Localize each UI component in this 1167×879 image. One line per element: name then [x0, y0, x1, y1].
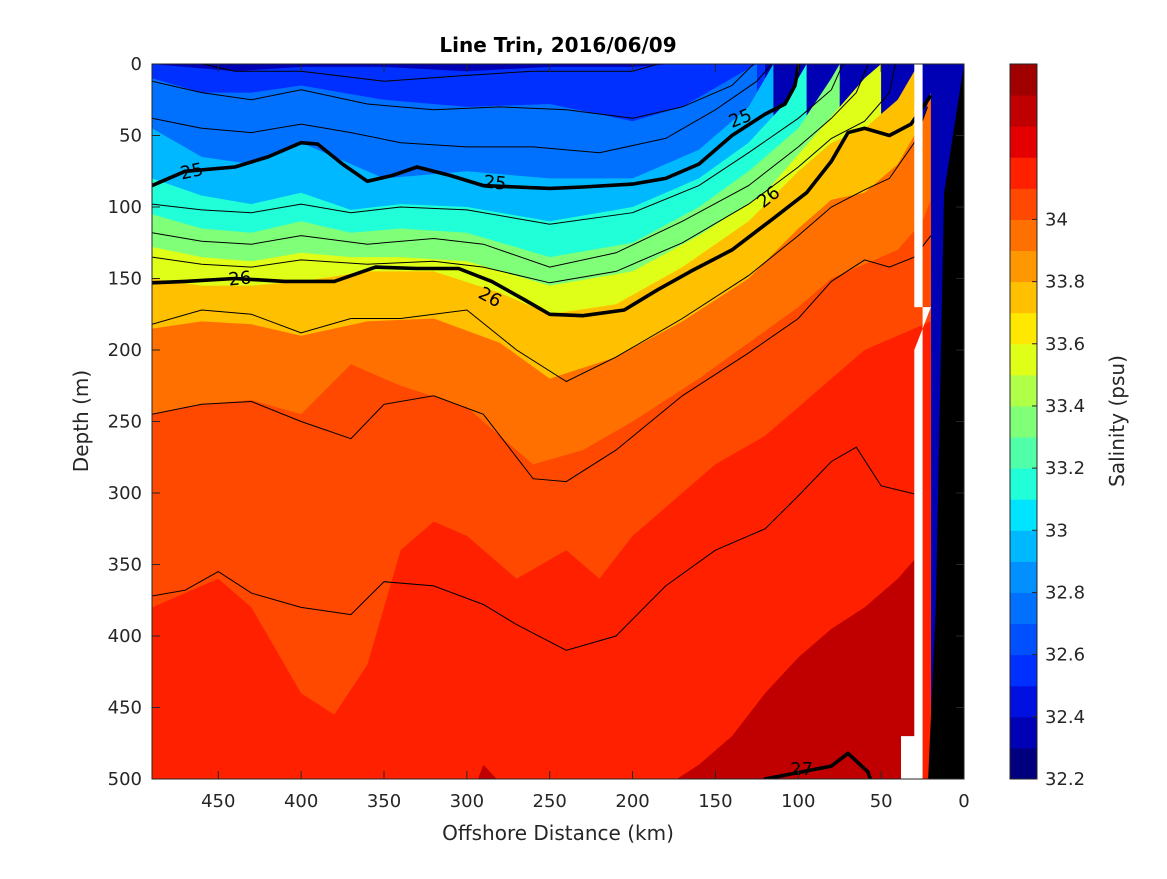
colorbar-tick-label-32.8: 32.8	[1045, 582, 1085, 603]
colorbar-segment-21	[1010, 95, 1037, 127]
axes: 450 400 350 300 250 200 150 100 50 00501001502002…	[108, 54, 970, 812]
contour-label-25-1: 25	[482, 172, 507, 195]
colorbar-tick-label-33: 33	[1045, 520, 1068, 541]
y-tick-label-100: 100	[108, 197, 142, 218]
density-contours-bold	[152, 64, 933, 779]
y-tick-label-400: 400	[108, 626, 142, 647]
colorbar-segment-10	[1010, 437, 1037, 469]
colorbar-segment-11	[1010, 405, 1037, 438]
y-tick-label-50: 50	[119, 126, 142, 147]
contour-label-26-3: 26	[227, 267, 252, 290]
x-tick-label-50: 50	[870, 791, 893, 812]
thin-contour-4	[152, 64, 869, 268]
colorbar-segment-12	[1010, 374, 1037, 407]
colorbar-tick-label-33.4: 33.4	[1045, 396, 1085, 417]
y-axis-label: Depth (m)	[69, 370, 93, 472]
thin-contour-5	[152, 64, 896, 284]
bold-contour-27-2	[762, 751, 873, 779]
y-tick-label-150: 150	[108, 269, 142, 290]
salinity-fill-layers	[152, 64, 931, 779]
y-tick-label-300: 300	[108, 483, 142, 504]
colorbar-frame	[1009, 63, 1038, 780]
salinity-layer-10	[477, 550, 923, 779]
x-tick-label-0: 0	[958, 791, 969, 812]
colorbar-segment-18	[1010, 188, 1037, 220]
colorbar-tick-label-34: 34	[1045, 209, 1068, 230]
y-tick-label-200: 200	[108, 340, 142, 361]
colorbar-tick-label-32.4: 32.4	[1045, 707, 1085, 728]
thin-contour-0	[200, 64, 661, 82]
colorbar-segment-6	[1010, 561, 1037, 593]
y-tick-label-250: 250	[108, 412, 142, 433]
white-gap	[901, 64, 931, 779]
colorbar-segment-8	[1010, 499, 1037, 531]
thin-contour-7	[152, 235, 932, 483]
x-axis-label: Offshore Distance (km)	[442, 821, 674, 845]
colorbar: 32.2 32.4 32.6 32.8 33 33.2 33.4 33.6 33.8 34	[1009, 63, 1085, 790]
x-tick-label-200: 200	[615, 791, 649, 812]
bold-contour-25-0	[152, 64, 801, 191]
colorbar-label: Salinity (psu)	[1105, 355, 1129, 487]
colorbar-segment-22	[1010, 64, 1037, 96]
colorbar-tick-label-33.8: 33.8	[1045, 272, 1085, 293]
colorbar-segment-9	[1010, 468, 1037, 500]
colorbar-segment-3	[1010, 654, 1037, 687]
colorbar-segment-19	[1010, 157, 1037, 189]
y-tick-label-350: 350	[108, 555, 142, 576]
thin-contour-2	[152, 64, 773, 154]
salinity-layer-9	[152, 321, 931, 779]
colorbar-segment-17	[1010, 219, 1037, 252]
colorbar-segment-20	[1010, 126, 1037, 158]
x-tick-label-100: 100	[781, 791, 815, 812]
x-tick-label-300: 300	[450, 791, 484, 812]
x-tick-label-150: 150	[698, 791, 732, 812]
x-tick-label-400: 400	[284, 791, 318, 812]
y-tick-label-500: 500	[108, 769, 142, 790]
colorbar-segment-0	[1010, 747, 1037, 780]
x-tick-label-350: 350	[367, 791, 401, 812]
y-tick-label-450: 450	[108, 698, 142, 719]
chart-title: Line Trin, 2016/06/09	[439, 33, 676, 57]
y-tick-label-0: 0	[131, 54, 142, 75]
x-tick-label-450: 450	[201, 791, 235, 812]
x-tick-label-250: 250	[533, 791, 567, 812]
bathymetry	[901, 64, 964, 779]
contour-label-25-0: 25	[178, 159, 205, 184]
thin-contour-3	[152, 64, 844, 225]
thin-contour-6	[152, 106, 928, 383]
colorbar-segment-15	[1010, 281, 1037, 314]
thin-contour-1	[152, 64, 755, 119]
colorbar-segment-7	[1010, 530, 1037, 562]
seafloor	[928, 64, 964, 779]
colorbar-segment-2	[1010, 685, 1037, 718]
colorbar-tick-label-32.2: 32.2	[1045, 769, 1085, 790]
colorbar-tick-label-32.6: 32.6	[1045, 645, 1085, 666]
colorbar-segment-14	[1010, 312, 1037, 345]
colorbar-segment-1	[1010, 716, 1037, 749]
colorbar-segment-4	[1010, 623, 1037, 656]
colorbar-segment-5	[1010, 592, 1037, 625]
colorbar-segment-16	[1010, 250, 1037, 283]
colorbar-segment-13	[1010, 343, 1037, 376]
thin-contour-8	[152, 446, 923, 651]
colorbar-tick-label-33.2: 33.2	[1045, 458, 1085, 479]
colorbar-tick-label-33.6: 33.6	[1045, 334, 1085, 355]
contour-label-27-6: 27	[790, 759, 813, 780]
density-contours-thin	[152, 64, 932, 651]
bold-contour-26-1	[152, 94, 933, 318]
